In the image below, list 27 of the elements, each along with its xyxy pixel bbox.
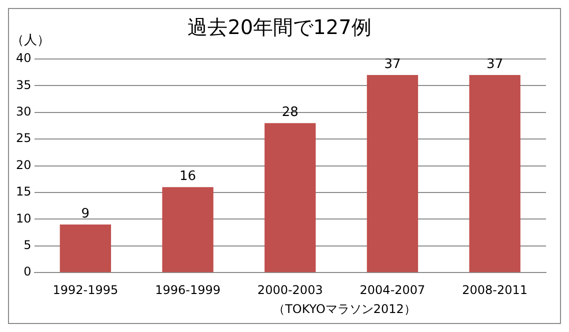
data-label: 9 xyxy=(81,206,90,222)
x-tick-label: 1992-1995 xyxy=(52,282,118,297)
text: （TOKYOマラソン2012） xyxy=(272,301,417,318)
y-tick-label: 30 xyxy=(16,104,32,119)
y-tick-label: 0 xyxy=(24,264,32,279)
x-tick-label: 2000-2003 xyxy=(257,282,323,297)
bar xyxy=(469,75,520,272)
y-tick-label: 25 xyxy=(16,131,32,146)
y-tick-label: 5 xyxy=(24,238,32,252)
x-tick-label: 1996-1999 xyxy=(155,282,220,297)
y-tick-label: 40 xyxy=(16,51,32,66)
chart-title: 過去20年間で127例 xyxy=(188,15,372,40)
y-tick-label: 15 xyxy=(16,184,32,199)
bar xyxy=(162,187,214,272)
x-tick-label: 2008-2011 xyxy=(462,282,528,297)
y-axis-title: （人） xyxy=(11,32,50,48)
data-label: 28 xyxy=(282,104,298,120)
bar xyxy=(60,224,112,272)
data-label: 37 xyxy=(486,56,504,72)
y-tick-label: 10 xyxy=(16,211,32,226)
bar xyxy=(366,75,418,272)
data-label: 37 xyxy=(384,56,401,72)
data-label: 16 xyxy=(180,169,196,184)
bar xyxy=(264,123,316,272)
y-tick-label: 35 xyxy=(16,78,32,92)
x-tick-label: 2004-2007 xyxy=(360,282,426,297)
y-tick-label: 20 xyxy=(16,158,32,172)
